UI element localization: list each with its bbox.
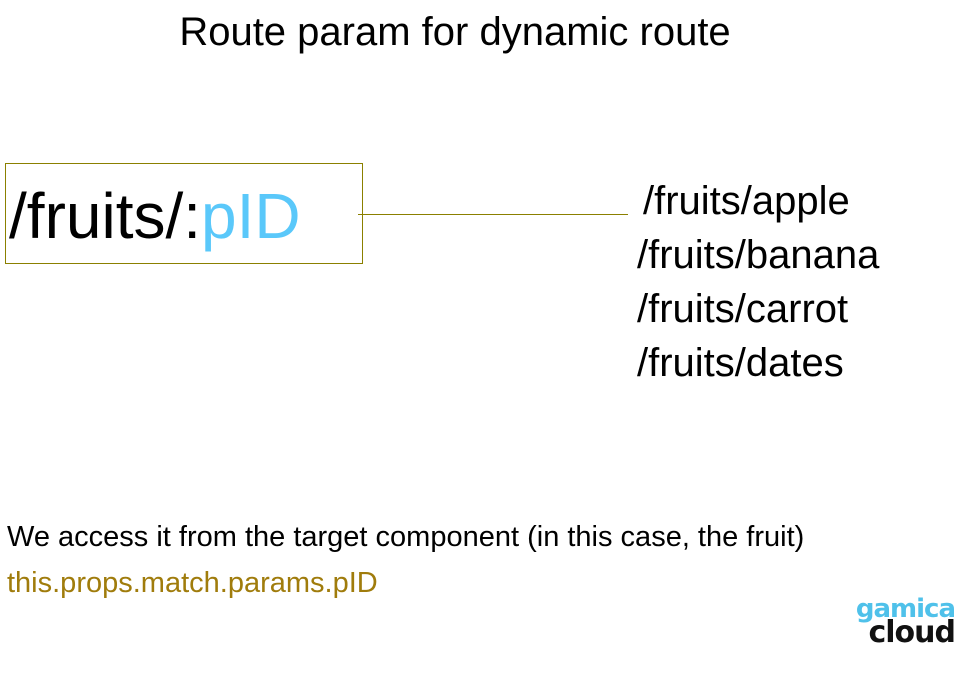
route-param: pID (201, 180, 301, 252)
example-routes-list: /fruits/apple /fruits/banana /fruits/car… (637, 174, 879, 390)
example-route: /fruits/dates (637, 341, 844, 385)
connector-line (358, 214, 628, 215)
example-route: /fruits/carrot (637, 287, 849, 331)
logo-line-1: gamica (855, 594, 956, 624)
example-route: /fruits/banana (637, 233, 880, 277)
example-route: /fruits/apple (643, 179, 850, 223)
route-pattern: /fruits/:pID (9, 178, 301, 254)
route-pattern-box (5, 163, 363, 264)
logo-line-2: cloud (868, 615, 956, 650)
slide-title: Route param for dynamic route (179, 10, 731, 54)
description-text: We access it from the target component (… (7, 521, 805, 553)
code-snippet: this.props.match.params.pID (7, 567, 378, 599)
route-prefix: /fruits/: (9, 180, 202, 252)
gamica-cloud-logo: gamica cloud (849, 594, 956, 650)
